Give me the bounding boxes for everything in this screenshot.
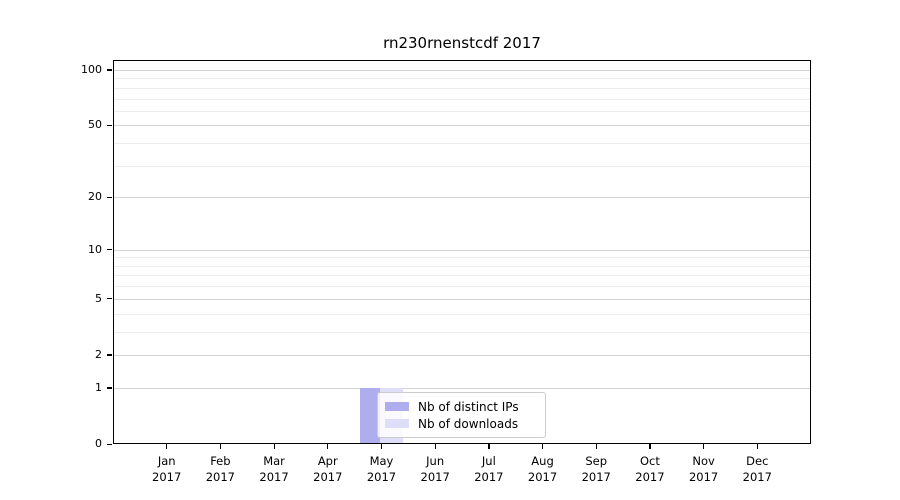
legend-item-downloads: Nb of downloads [385,415,538,432]
y-tick-mark [107,443,112,445]
y-tick-mark [107,298,112,300]
minor-gridline [114,275,810,277]
legend-swatch-downloads-icon [385,419,409,428]
y-tick-mark [107,249,112,251]
major-gridline [114,387,810,389]
x-tick-label: Jun 2017 [420,454,450,484]
x-tick-label: Apr 2017 [313,454,343,484]
x-tick-label: Nov 2017 [688,454,719,484]
x-tick-mark [219,444,222,449]
x-tick-mark [434,444,436,449]
x-tick-mark [273,444,275,449]
chart-title: rn230rnenstcdf 2017 [383,34,541,52]
x-tick-label: Mar 2017 [259,454,289,484]
major-gridline [114,125,810,127]
x-tick-mark [166,444,168,449]
y-tick-label: 50 [88,118,102,132]
bar-nb-of-distinct-ips-may [360,387,381,443]
minor-gridline [114,331,810,333]
major-gridline [114,197,810,199]
major-gridline [114,69,810,71]
legend-swatch-distinct-ips-icon [385,402,409,411]
x-tick-label: Jan 2017 [152,454,182,484]
minor-gridline [114,265,810,267]
legend: Nb of distinct IPs Nb of downloads [377,392,546,438]
minor-gridline [114,98,810,100]
minor-gridline [114,257,810,259]
y-tick-mark [107,354,112,356]
x-tick-mark [380,444,383,449]
legend-label-downloads: Nb of downloads [418,416,519,431]
x-tick-mark [649,444,651,449]
y-tick-mark [107,69,112,71]
minor-gridline [114,143,810,145]
y-tick-label: 100 [81,62,102,76]
x-tick-mark [542,444,544,449]
major-gridline [114,249,810,251]
x-tick-label: Oct 2017 [635,454,665,484]
y-tick-label: 5 [95,291,102,305]
y-tick-label: 10 [88,242,102,256]
major-gridline [114,298,810,300]
y-tick-label: 20 [88,190,102,204]
minor-gridline [114,286,810,288]
plot-area: Nb of distinct IPs Nb of downloads [113,60,811,444]
minor-gridline [114,110,810,112]
x-tick-label: Sep 2017 [581,454,611,484]
y-tick-mark [107,124,112,127]
x-tick-mark [488,444,490,449]
x-tick-mark [327,444,329,449]
minor-gridline [114,165,810,167]
x-tick-label: Jul 2017 [474,454,504,484]
y-tick-label: 2 [95,347,102,361]
x-tick-label: Aug 2017 [527,454,558,484]
major-gridline [114,354,810,356]
x-tick-label: Feb 2017 [205,454,236,484]
x-tick-label: May 2017 [366,454,397,484]
y-tick-mark [107,196,112,198]
minor-gridline [114,87,810,89]
minor-gridline [114,313,810,315]
y-tick-mark [107,387,112,389]
y-tick-label: 0 [95,437,102,450]
legend-item-distinct-ips: Nb of distinct IPs [385,398,538,415]
x-tick-label: Dec 2017 [742,454,772,484]
legend-label-distinct-ips: Nb of distinct IPs [418,399,519,414]
minor-gridline [114,78,810,80]
x-tick-mark [595,444,597,449]
y-tick-label: 1 [95,380,102,394]
x-tick-mark [756,444,758,449]
x-tick-mark [703,444,705,449]
